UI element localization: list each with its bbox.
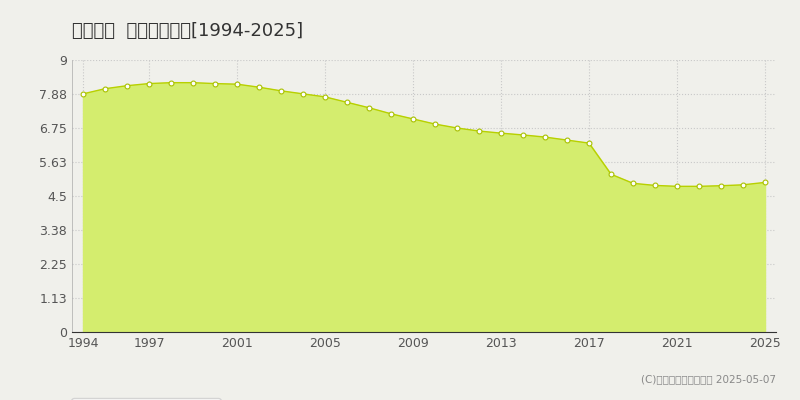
Text: (C)土地価格ドットコム 2025-05-07: (C)土地価格ドットコム 2025-05-07 <box>641 374 776 384</box>
Legend: 公示地価  平均坪単価(万円/坪): 公示地価 平均坪単価(万円/坪) <box>71 398 221 400</box>
Text: 南箕輪村  公示地価推移[1994-2025]: 南箕輪村 公示地価推移[1994-2025] <box>72 22 303 40</box>
